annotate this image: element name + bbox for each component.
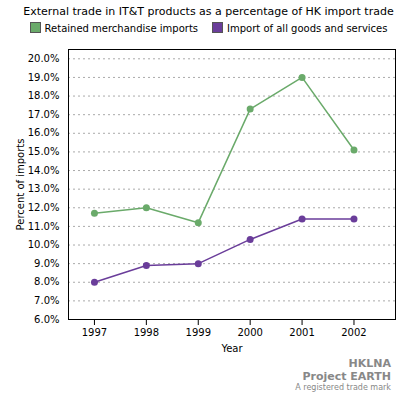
svg-text:Year: Year (220, 343, 243, 354)
svg-text:14.0%: 14.0% (28, 165, 60, 176)
svg-text:17.0%: 17.0% (28, 109, 60, 120)
html-text:A registered trade mark: A registered trade mark (295, 383, 391, 392)
svg-text:1998: 1998 (134, 327, 159, 338)
svg-text:8.0%: 8.0% (34, 276, 59, 287)
svg-text:Percent of imports: Percent of imports (15, 139, 26, 231)
svg-text:6.0%: 6.0% (34, 314, 59, 325)
html-text:Retained merchandise imports: Retained merchandise imports (44, 23, 198, 34)
svg-text:2002: 2002 (341, 327, 366, 338)
svg-text:16.0%: 16.0% (28, 127, 60, 138)
svg-text:10.0%: 10.0% (28, 239, 60, 250)
svg-text:7.0%: 7.0% (34, 295, 59, 306)
svg-text:18.0%: 18.0% (28, 90, 60, 101)
svg-text:1999: 1999 (186, 327, 211, 338)
svg-text:1997: 1997 (82, 327, 107, 338)
svg-text:12.0%: 12.0% (28, 202, 60, 213)
html-text:External trade in IT&T product: External trade in IT&T products as a per… (23, 5, 394, 18)
html-text:Project EARTH: Project EARTH (302, 370, 391, 383)
svg-text:9.0%: 9.0% (34, 258, 59, 269)
html-text:HKLNA: HKLNA (348, 357, 391, 370)
svg-text:13.0%: 13.0% (28, 183, 60, 194)
svg-text:15.0%: 15.0% (28, 146, 60, 157)
svg-text:19.0%: 19.0% (28, 72, 60, 83)
svg-text:20.0%: 20.0% (28, 53, 60, 64)
svg-text:2001: 2001 (289, 327, 314, 338)
html-text:Import of all goods and servic: Import of all goods and services (227, 23, 388, 34)
svg-text:2000: 2000 (237, 327, 262, 338)
svg-text:11.0%: 11.0% (28, 221, 60, 232)
